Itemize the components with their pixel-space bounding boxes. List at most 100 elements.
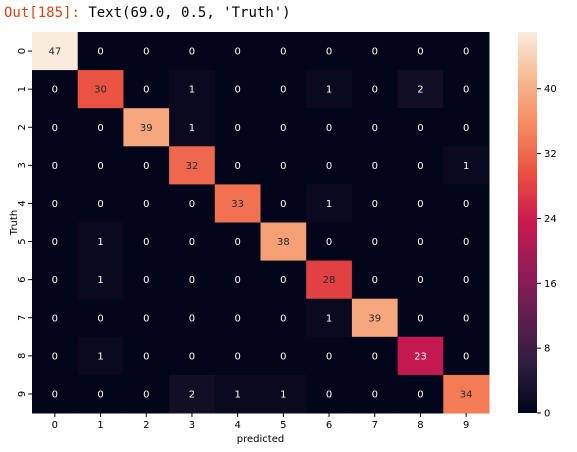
heatmap-cell-label: 0: [97, 47, 103, 58]
heatmap-cell-label: 0: [372, 351, 378, 362]
heatmap-cell-label: 0: [326, 161, 332, 172]
heatmap-cell-label: 0: [52, 275, 58, 286]
heatmap-cell-label: 1: [234, 389, 240, 400]
heatmap-cell-r3-c0: [32, 146, 79, 185]
heatmap-cell-r6-c2: [123, 260, 170, 300]
heatmap-cell-r2-c6: [306, 108, 353, 147]
heatmap-cell-r7-c3: [169, 298, 216, 338]
heatmap-cell-r7-c8: [397, 298, 444, 338]
x-axis-ticks: 0 1 2 3 4 5 6 7 8 9: [52, 413, 469, 431]
heatmap-cell-label: 0: [97, 161, 103, 172]
heatmap-cell-r9-c6: [306, 374, 353, 414]
x-tick-label: 2: [143, 420, 149, 431]
heatmap-cell-r6-c6: [306, 260, 353, 300]
heatmap-cell-label: 47: [48, 47, 61, 58]
x-tick-label: 9: [463, 420, 469, 431]
heatmap-cell-r3-c6: [306, 146, 353, 185]
heatmap-cell-label: 0: [372, 237, 378, 248]
heatmap-cell-r5-c1: [77, 222, 124, 262]
heatmap-cell-r0-c3: [169, 32, 216, 71]
heatmap-cell-r4-c2: [123, 184, 170, 223]
heatmap-cell-r2-c4: [214, 108, 261, 147]
heatmap-cell-r9-c7: [351, 374, 399, 414]
heatmap-cell-label: 1: [189, 85, 195, 96]
heatmap-cell-r2-c9: [443, 108, 490, 147]
heatmap-cell-label: 0: [417, 389, 423, 400]
heatmap-cell-label: 39: [368, 313, 381, 324]
heatmap-cell-label: 0: [417, 237, 423, 248]
heatmap-cell-label: 0: [52, 237, 58, 248]
heatmap-cell-r2-c2: [123, 108, 170, 147]
heatmap-cell-r3-c1: [77, 146, 124, 185]
heatmap-cell-label: 0: [417, 275, 423, 286]
colorbar-tick-label: 0: [544, 409, 550, 420]
heatmap-cell-label: 0: [52, 85, 58, 96]
heatmap-cell-r7-c2: [123, 298, 170, 338]
y-axis-ticks: 0 1 2 3 4 5 6 7 8 9: [17, 48, 32, 397]
y-tick-label: 5: [17, 238, 28, 244]
x-tick-label: 5: [280, 420, 286, 431]
colorbar-tick-label: 8: [544, 344, 550, 355]
heatmap-cell-r4-c9: [443, 184, 490, 223]
heatmap-cell-label: 0: [463, 351, 469, 362]
heatmap-cell-label: 0: [97, 313, 103, 324]
heatmap-cell-label: 0: [234, 237, 240, 248]
heatmap-cell-r8-c2: [123, 336, 170, 376]
heatmap-cell-r7-c6: [306, 298, 353, 338]
heatmap-cell-label: 0: [463, 47, 469, 58]
y-tick-label: 0: [17, 48, 28, 54]
heatmap-cell-label: 0: [189, 351, 195, 362]
heatmap-cell-r0-c2: [123, 32, 170, 71]
heatmap-cell-label: 0: [189, 313, 195, 324]
heatmap-cell-r6-c4: [214, 260, 261, 300]
colorbar-tick-label: 16: [544, 279, 557, 290]
heatmap-cell-label: 0: [326, 237, 332, 248]
heatmap-cell-label: 0: [463, 199, 469, 210]
heatmap-cell-label: 0: [463, 275, 469, 286]
heatmap-cell-r1-c6: [306, 70, 353, 109]
heatmap-cell-r5-c4: [214, 222, 261, 262]
colorbar-tick-label: 40: [544, 84, 557, 95]
heatmap-cell-label: 0: [97, 123, 103, 134]
heatmap-cell-label: 0: [280, 47, 286, 58]
heatmap-cell-label: 0: [417, 161, 423, 172]
heatmap-cell-r5-c5: [260, 222, 307, 262]
heatmap-cell-r3-c2: [123, 146, 170, 185]
heatmap-cell-label: 0: [234, 85, 240, 96]
heatmap-cell-r2-c1: [77, 108, 124, 147]
heatmap-cell-label: 0: [234, 161, 240, 172]
heatmap-cell-r6-c8: [397, 260, 444, 300]
heatmap-cell-label: 0: [326, 123, 332, 134]
heatmap-cell-label: 38: [277, 237, 290, 248]
y-tick-label: 7: [17, 315, 28, 321]
heatmap-cell-r3-c9: [443, 146, 490, 185]
heatmap-cell-label: 0: [52, 161, 58, 172]
heatmap-cell-label: 0: [189, 275, 195, 286]
heatmap-cell-r9-c1: [77, 374, 124, 414]
heatmap-cell-r4-c3: [169, 184, 216, 223]
heatmap-cell-r6-c9: [443, 260, 490, 300]
heatmap-cell-label: 0: [280, 161, 286, 172]
heatmap-cell-label: 0: [417, 47, 423, 58]
heatmap-cell-r8-c3: [169, 336, 216, 376]
heatmap-cell-r9-c4: [214, 374, 261, 414]
heatmap-cell-label: 1: [326, 199, 332, 210]
y-axis-label: Truth: [9, 210, 20, 236]
heatmap-cell-r3-c7: [351, 146, 399, 185]
heatmap-cell-label: 0: [280, 275, 286, 286]
heatmap-cell-label: 0: [189, 237, 195, 248]
y-tick-label: 4: [17, 200, 28, 206]
heatmap-cell-label: 34: [460, 389, 473, 400]
heatmap-cell-r5-c7: [351, 222, 399, 262]
heatmap-cell-label: 32: [186, 161, 199, 172]
heatmap-cell-label: 0: [463, 123, 469, 134]
heatmap-cell-label: 2: [189, 389, 195, 400]
heatmap-cell-label: 1: [97, 275, 103, 286]
heatmap-cell-label: 33: [231, 199, 244, 210]
heatmap-cell-r7-c7: [351, 298, 399, 338]
heatmap-cell-r9-c9: [443, 374, 490, 414]
heatmap-cell-label: 1: [189, 123, 195, 134]
heatmap-cell-label: 0: [143, 351, 149, 362]
y-tick-label: 6: [17, 276, 28, 282]
